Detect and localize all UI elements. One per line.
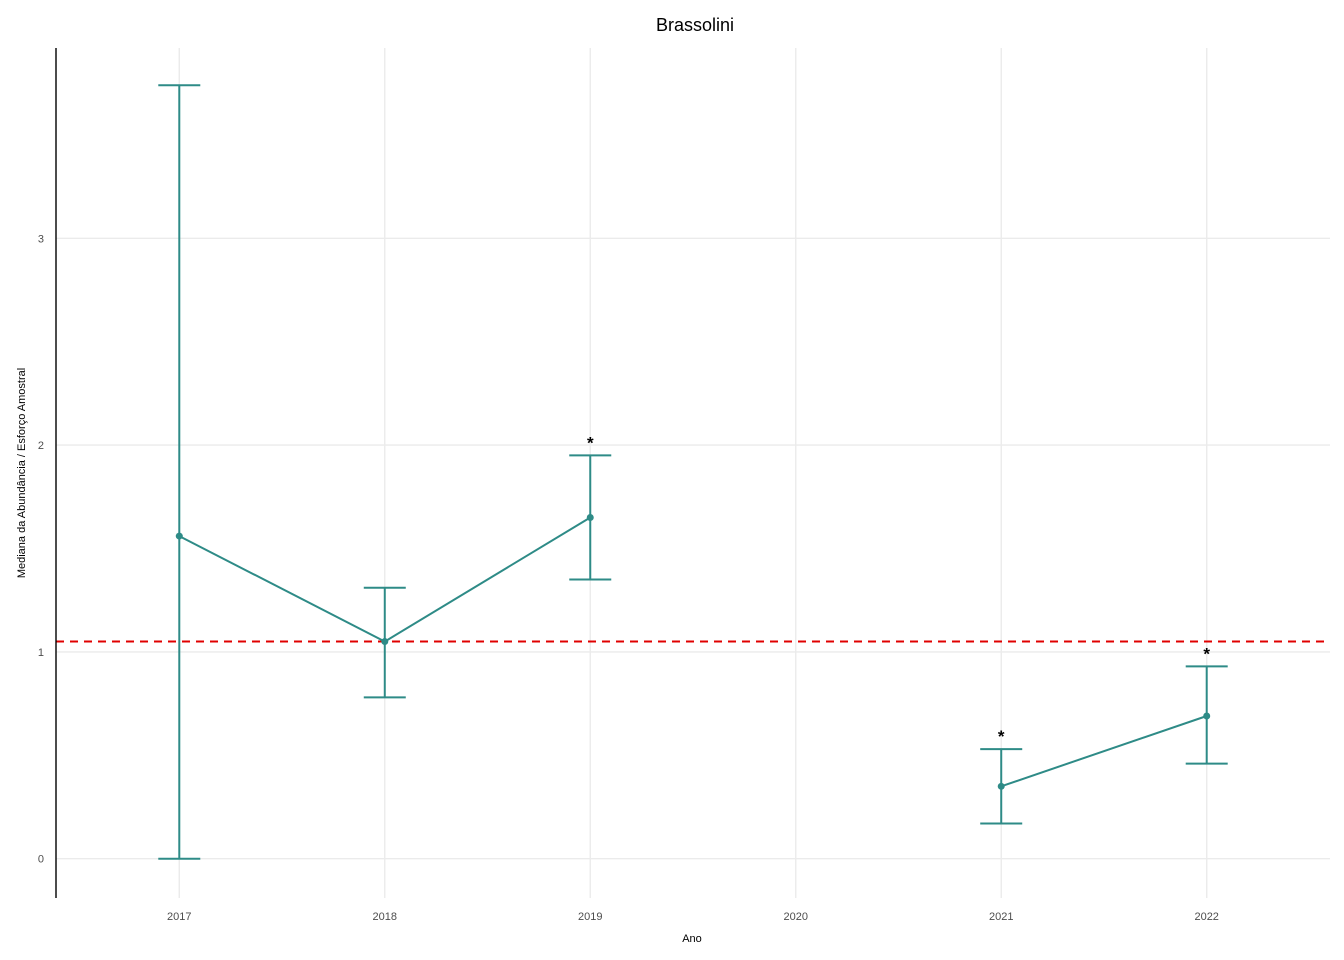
significance-mark: * xyxy=(587,433,594,452)
significance-mark: * xyxy=(998,727,1005,746)
y-axis-ticks: 0 1 2 3 xyxy=(38,233,44,865)
y-tick-label: 0 xyxy=(38,854,44,866)
error-bar xyxy=(158,84,201,860)
y-axis-title: Mediana da Abundância / Esforço Amostral xyxy=(16,368,28,578)
x-tick-label: 2021 xyxy=(989,911,1013,923)
data-point xyxy=(1203,712,1211,720)
series-line xyxy=(1000,715,1208,788)
significance-mark: * xyxy=(1203,644,1210,663)
data-point xyxy=(586,513,594,521)
y-tick-label: 2 xyxy=(38,440,44,452)
data-point xyxy=(175,532,183,540)
chart-title: Brassolini xyxy=(656,15,734,35)
x-tick-label: 2018 xyxy=(373,911,397,923)
y-tick-label: 3 xyxy=(38,233,44,245)
grid xyxy=(56,48,1330,898)
data-point xyxy=(381,638,389,646)
x-axis-ticks: 2017 2018 2019 2020 2021 2022 xyxy=(167,911,1219,923)
y-tick-label: 1 xyxy=(38,647,44,659)
x-tick-label: 2017 xyxy=(167,911,191,923)
data-point xyxy=(997,782,1005,790)
x-tick-label: 2020 xyxy=(783,911,807,923)
x-axis-title: Ano xyxy=(682,933,702,945)
series-layer: * * * xyxy=(158,84,1228,860)
x-tick-label: 2022 xyxy=(1194,911,1218,923)
x-tick-label: 2019 xyxy=(578,911,602,923)
